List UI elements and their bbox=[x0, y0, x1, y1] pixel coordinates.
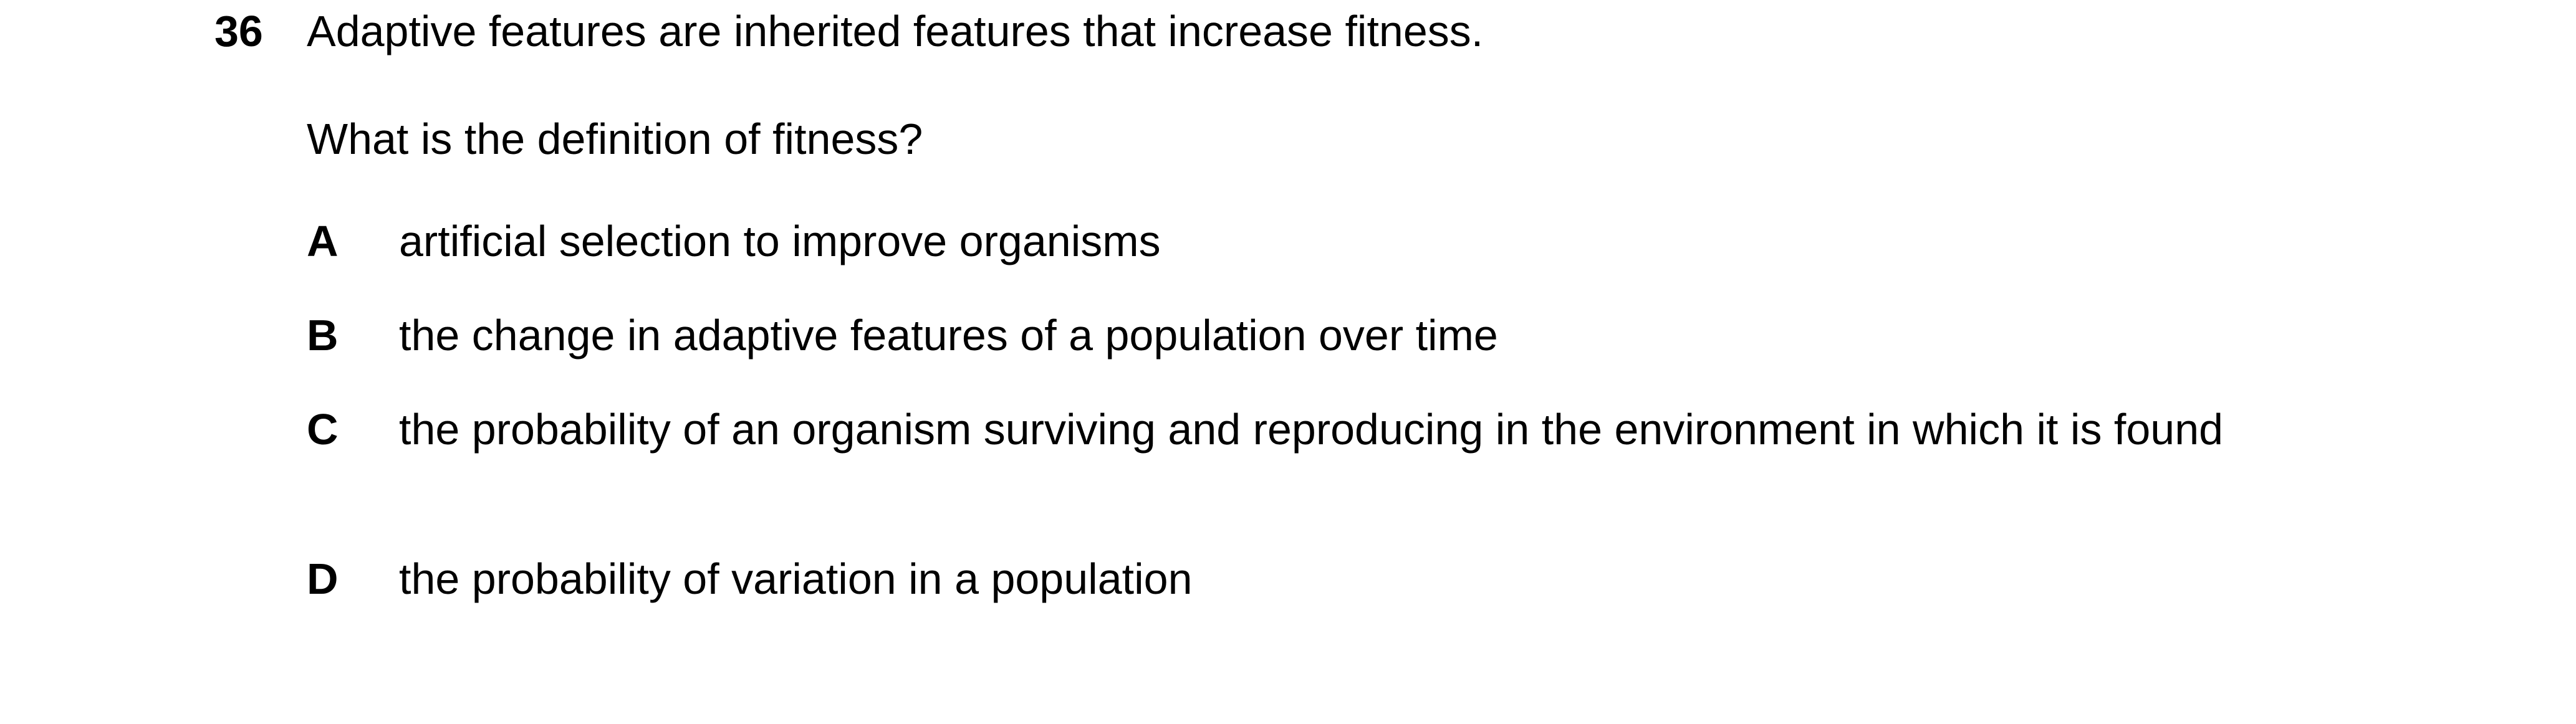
question-stem: Adaptive features are inherited features… bbox=[307, 7, 1484, 55]
option-letter: C bbox=[307, 405, 339, 454]
question-prompt: What is the definition of fitness? bbox=[307, 115, 923, 163]
option-letter: B bbox=[307, 311, 339, 360]
option-letter: D bbox=[307, 555, 339, 603]
option-text: the probability of an organism surviving… bbox=[399, 405, 2224, 454]
question-number: 36 bbox=[214, 7, 263, 55]
option-text: the probability of variation in a popula… bbox=[399, 555, 1193, 603]
option-letter: A bbox=[307, 217, 339, 265]
option-text: the change in adaptive features of a pop… bbox=[399, 311, 1498, 360]
option-text: artificial selection to improve organism… bbox=[399, 217, 1161, 265]
